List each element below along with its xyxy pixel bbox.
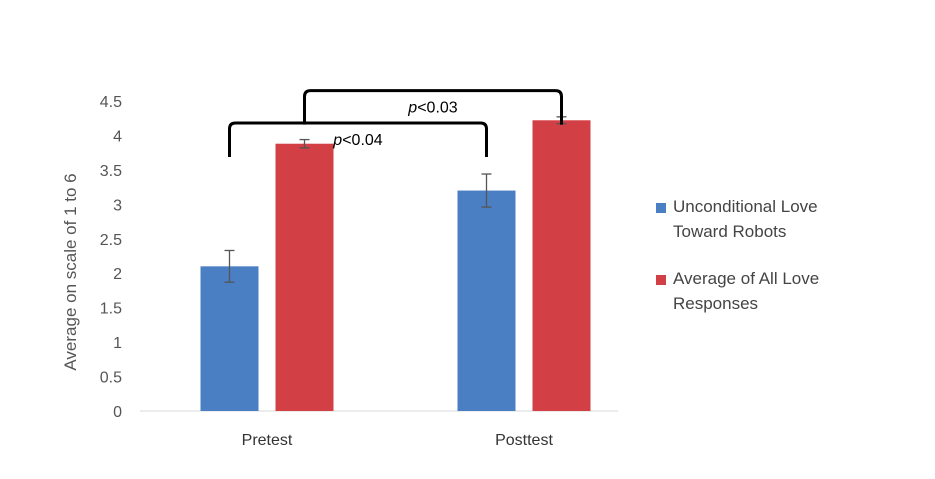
legend-label: Unconditional Love bbox=[673, 197, 818, 216]
y-tick-label: 4.5 bbox=[100, 94, 122, 111]
y-tick-label: 2.5 bbox=[100, 232, 122, 249]
significance-label: p<0.03 bbox=[407, 100, 457, 117]
bar bbox=[532, 120, 591, 412]
y-tick-label: 0 bbox=[113, 404, 122, 421]
y-tick-label: 1.5 bbox=[100, 301, 122, 318]
p-value: <0.04 bbox=[342, 132, 383, 149]
legend-label: Toward Robots bbox=[673, 222, 786, 241]
p-symbol: p bbox=[332, 132, 342, 149]
bar bbox=[275, 143, 334, 411]
y-tick-label: 4 bbox=[113, 128, 122, 145]
y-tick-label: 1 bbox=[113, 335, 122, 352]
y-axis-label: Average on scale of 1 to 6 bbox=[61, 173, 80, 370]
x-tick-label: Posttest bbox=[495, 432, 553, 449]
x-tick-label: Pretest bbox=[242, 432, 293, 449]
legend-label: Responses bbox=[673, 294, 758, 313]
p-value: <0.03 bbox=[417, 100, 458, 117]
y-tick-label: 0.5 bbox=[100, 370, 122, 387]
y-tick-label: 2 bbox=[113, 266, 122, 283]
significance-label: p<0.04 bbox=[332, 132, 382, 149]
legend-swatch bbox=[656, 203, 666, 213]
y-tick-label: 3.5 bbox=[100, 163, 122, 180]
legend-swatch bbox=[656, 275, 666, 285]
bar bbox=[457, 190, 516, 411]
p-symbol: p bbox=[407, 100, 417, 117]
bar bbox=[200, 266, 259, 411]
legend-label: Average of All Love bbox=[673, 269, 819, 288]
significance-bracket bbox=[303, 89, 563, 125]
significance-bracket bbox=[228, 121, 488, 158]
y-tick-label: 3 bbox=[113, 197, 122, 214]
